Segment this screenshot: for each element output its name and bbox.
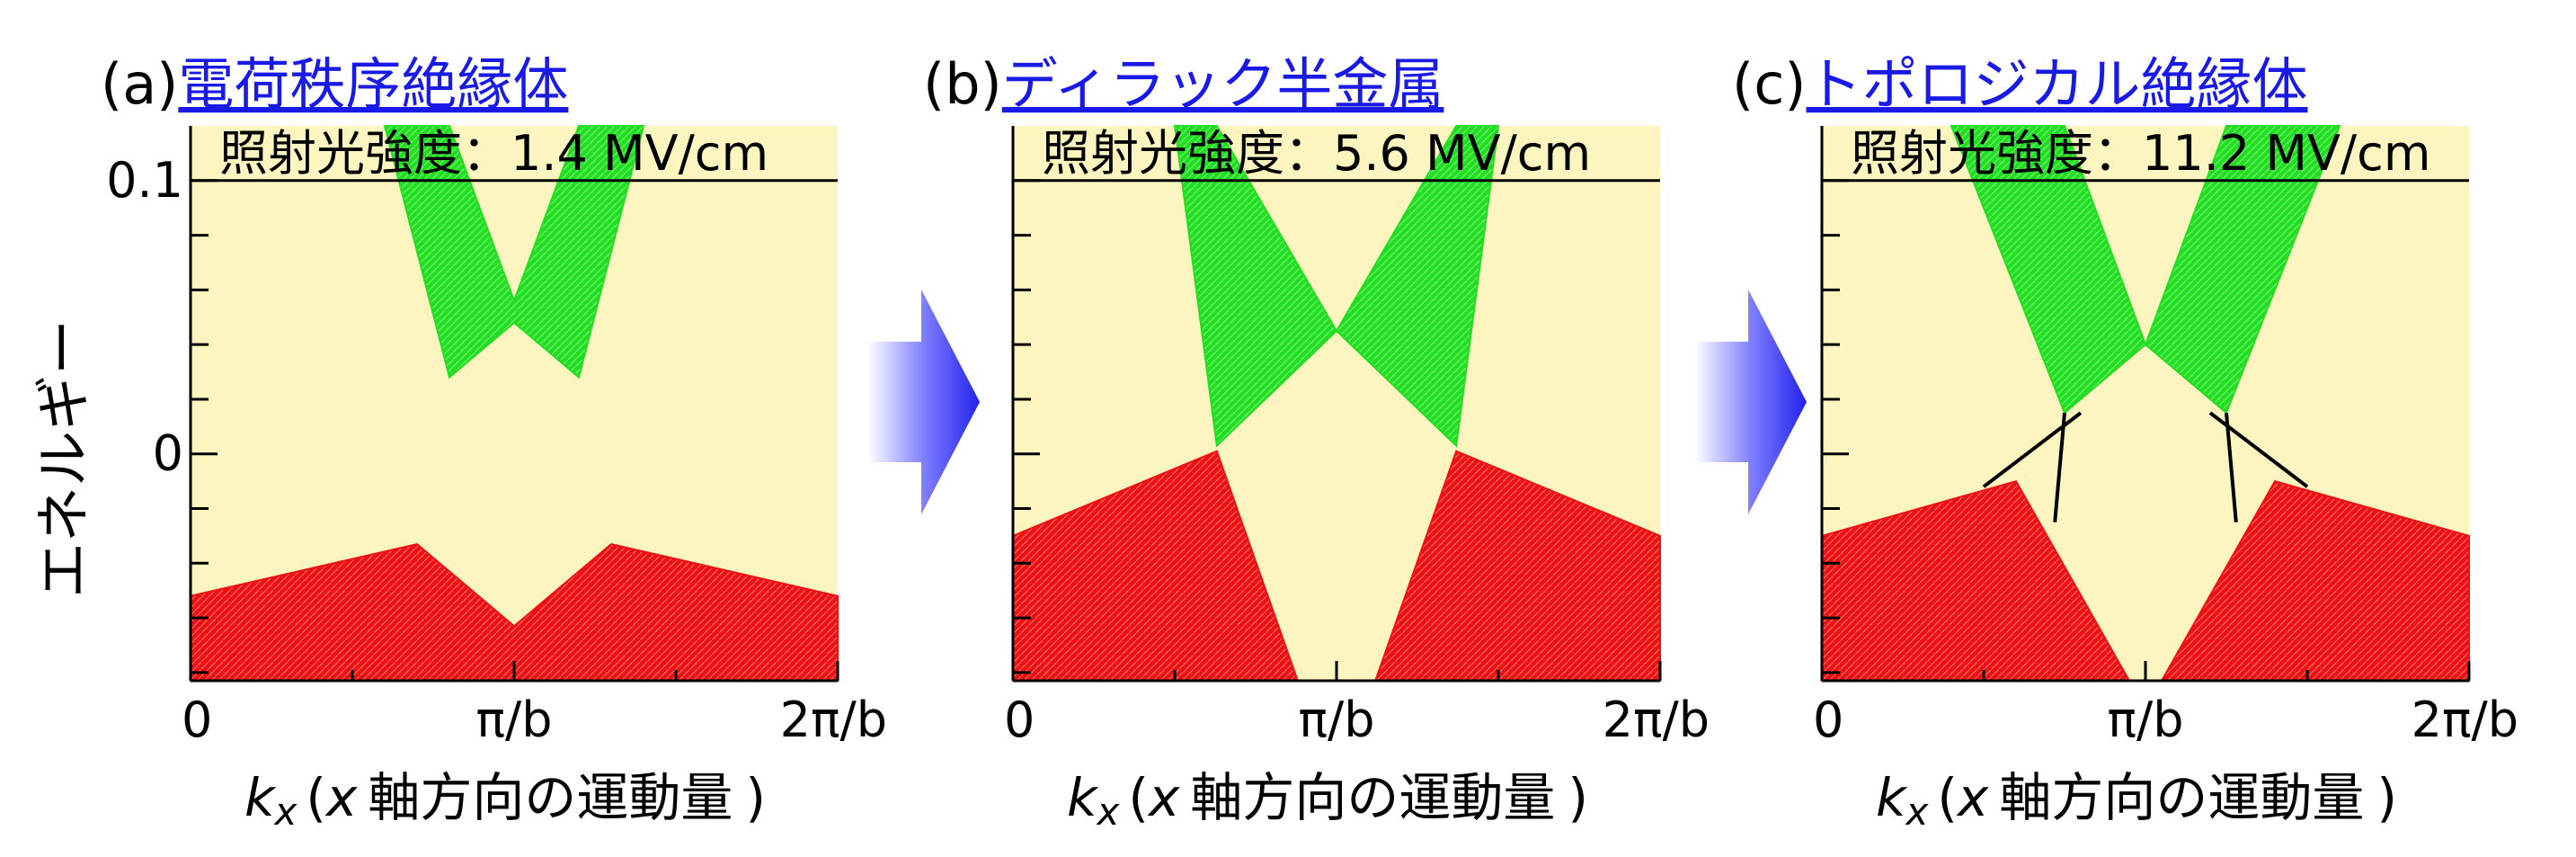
x-axis-label-x: x (1147, 767, 1180, 828)
x-axis-label: kx (x 軸方向の運動量) (1067, 767, 1588, 834)
x-axis-label-x: x (1956, 767, 1989, 828)
intensity-label-text: 照射光強度： (1851, 125, 2142, 182)
x-tick-label: π/b (2108, 692, 2184, 748)
panel-title: (b)ディラック半金属 (923, 51, 1443, 117)
intensity-label: 照射光強度：5.6 MV/cm (1042, 125, 1591, 182)
x-axis-label-x: x (324, 767, 358, 828)
x-tick-label: π/b (476, 692, 553, 748)
intensity-label-text: 照射光強度： (219, 125, 511, 182)
conduction-band-area (383, 125, 645, 379)
x-tick-label: 2π/b (780, 692, 887, 748)
x-axis-label-var: k (244, 767, 277, 828)
x-axis-label-paren: ) (745, 767, 766, 828)
intensity-label: 照射光強度：11.2 MV/cm (1851, 125, 2430, 182)
conduction-band-area (1173, 125, 1500, 448)
x-axis-label-paren: ( (1937, 767, 1958, 828)
x-axis-label-sub: x (1096, 790, 1121, 834)
panel-title: (a)電荷秩序絶縁体 (101, 51, 568, 117)
x-axis-label-text: 軸方向の運動量 (1999, 767, 2364, 828)
y-tick-label: 0.1 (106, 152, 183, 209)
intensity-label: 照射光強度：1.4 MV/cm (219, 125, 768, 182)
x-axis-label-var: k (1876, 767, 1908, 828)
x-axis-label-paren: ) (2376, 767, 2397, 828)
x-axis-label-paren: ( (306, 767, 326, 828)
x-axis-label: kx (x 軸方向の運動量) (1876, 767, 2397, 834)
x-axis-label: kx (x 軸方向の運動量) (244, 767, 766, 834)
y-tick-label: 0 (153, 425, 183, 482)
y-axis-label: エネルギー (31, 319, 96, 598)
x-tick-label: 0 (1813, 692, 1843, 748)
panel-title-link: トポロジカル絶縁体 (1806, 51, 2307, 117)
panel-title: (c)トポロジカル絶縁体 (1732, 51, 2307, 117)
x-axis-label-var: k (1067, 767, 1099, 828)
x-axis-label-text: 軸方向の運動量 (1190, 767, 1555, 828)
chart-panel-2: 0 π/b 2π/bkx (x 軸方向の運動量)照射光強度：5.6 MV/cm(b)ディ… (923, 51, 1710, 834)
x-axis-label-text: 軸方向の運動量 (368, 767, 733, 828)
x-axis-label-sub: x (1905, 790, 1930, 834)
x-axis-label-paren: ) (1568, 767, 1588, 828)
intensity-value: 11.2 MV/cm (2142, 125, 2430, 182)
x-tick-label: 0 (182, 692, 212, 748)
edge-state-line (2225, 412, 2238, 522)
x-axis-label-paren: ( (1128, 767, 1149, 828)
right-arrow-icon (867, 290, 980, 514)
x-tick-label: π/b (1299, 692, 1375, 748)
intensity-label-text: 照射光強度： (1042, 125, 1333, 182)
panel-title-link: ディラック半金属 (1002, 51, 1444, 117)
right-arrow-icon (1694, 290, 1807, 514)
panel-title-link: 電荷秩序絶縁体 (178, 51, 568, 117)
intensity-value: 1.4 MV/cm (511, 125, 768, 182)
chart-panel-3: 0 π/b 2π/bkx (x 軸方向の運動量)照射光強度：11.2 MV/cm(c)ト… (1732, 51, 2518, 834)
x-tick-label: 2π/b (2412, 692, 2518, 748)
panel-letter: (b) (923, 51, 1002, 117)
chart-panel-1: 0.100 π/b 2π/bkx (x 軸方向の運動量)照射光強度：1.4 MV/cm(… (101, 51, 887, 834)
x-axis-label-sub: x (273, 790, 298, 834)
intensity-value: 5.6 MV/cm (1333, 125, 1591, 182)
edge-state-line (2053, 412, 2066, 522)
conduction-band-area (1950, 125, 2341, 415)
x-tick-label: 0 (1004, 692, 1035, 748)
panel-letter: (c) (1732, 51, 1806, 117)
panel-letter: (a) (101, 51, 178, 117)
x-tick-label: 2π/b (1603, 692, 1710, 748)
